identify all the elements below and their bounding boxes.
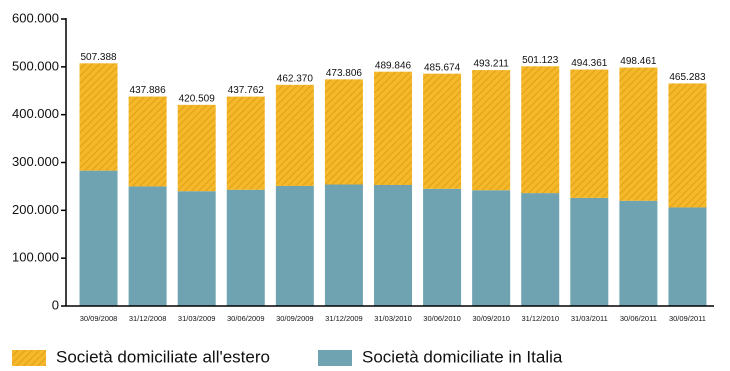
bar-segment (668, 207, 707, 306)
y-tick-label: 600.000 (12, 10, 59, 25)
y-tick-label: 200.000 (12, 202, 59, 217)
bar-segment (374, 184, 412, 306)
bar-segment (619, 67, 658, 201)
total-label: 501.123 (522, 55, 559, 66)
bar-segment (668, 83, 707, 208)
bar-segment (324, 79, 363, 185)
total-label: 437.886 (130, 85, 167, 96)
total-label: 462.370 (277, 73, 314, 84)
bar-segment (128, 96, 167, 187)
total-label: 420.509 (179, 93, 216, 104)
bar-segment (275, 84, 314, 186)
legend-label: Società domiciliate all'estero (56, 347, 270, 366)
total-label: 507.388 (80, 52, 117, 63)
x-tick-label: 31/12/2010 (521, 314, 559, 323)
total-label: 465.283 (669, 72, 706, 83)
x-tick-label: 30/06/2010 (423, 314, 461, 323)
bar-segment (521, 66, 560, 194)
y-tick-label: 300.000 (12, 154, 59, 169)
y-tick-label: 0 (52, 297, 59, 312)
bar-segment (472, 70, 511, 191)
total-label: 489.846 (375, 60, 412, 71)
bar-segment (128, 186, 167, 306)
total-label: 494.361 (571, 58, 608, 69)
bar-segment (472, 190, 511, 306)
x-tick-label: 30/09/2009 (276, 314, 314, 323)
bar-segment (79, 63, 118, 171)
x-tick-label: 30/09/2008 (80, 314, 118, 323)
bar-segment (324, 184, 363, 306)
legend-swatch (12, 350, 46, 366)
x-tick-label: 31/03/2009 (178, 314, 216, 323)
total-label: 437.762 (228, 85, 265, 96)
y-tick-label: 100.000 (12, 250, 59, 265)
x-tick-label: 31/12/2009 (325, 314, 363, 323)
bar-segment (177, 191, 216, 306)
legend-label: Società domiciliate in Italia (362, 347, 563, 366)
x-tick-label: 30/06/2009 (227, 314, 265, 323)
total-label: 485.674 (424, 62, 461, 73)
bar-segment (177, 104, 216, 192)
total-label: 473.806 (326, 68, 363, 79)
x-tick-label: 31/12/2008 (129, 314, 167, 323)
bar-segment (619, 200, 658, 306)
bar-segment (570, 197, 609, 306)
total-label: 493.211 (473, 59, 509, 70)
legend-swatch (318, 350, 352, 366)
bar-segment (79, 170, 118, 306)
x-tick-label: 31/03/2010 (374, 314, 412, 323)
x-tick-label: 31/03/2011 (571, 314, 608, 323)
y-tick-label: 500.000 (12, 58, 59, 73)
bar-segment (521, 193, 560, 306)
bar-segment (423, 188, 462, 306)
bar-segment (423, 73, 462, 189)
x-tick-label: 30/09/2011 (669, 314, 706, 323)
y-tick-label: 400.000 (12, 106, 59, 121)
bar-segment (374, 71, 412, 185)
x-tick-label: 30/09/2010 (472, 314, 510, 323)
bar-segment (226, 189, 265, 306)
total-label: 498.461 (620, 56, 657, 67)
bar-segment (275, 185, 314, 306)
x-tick-label: 30/06/2011 (620, 314, 657, 323)
bar-segment (226, 96, 265, 190)
bar-segment (570, 69, 609, 198)
